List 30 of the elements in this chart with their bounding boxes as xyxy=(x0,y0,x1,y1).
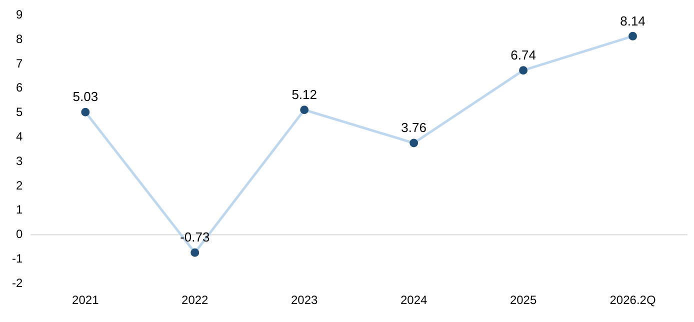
x-tick-label: 2024 xyxy=(400,293,428,308)
y-tick-label: 7 xyxy=(16,56,23,70)
point xyxy=(81,108,90,116)
point xyxy=(519,66,528,75)
y-tick-label: 5 xyxy=(16,105,23,120)
data-label: 8.14 xyxy=(620,13,646,28)
x-tick-label: 2022 xyxy=(182,293,209,308)
y-tick-label: 2 xyxy=(16,178,23,192)
y-tick-label: 3 xyxy=(16,154,23,168)
point xyxy=(190,248,200,257)
y-tick-label: -1 xyxy=(12,252,23,266)
y-tick-label: 9 xyxy=(16,8,23,22)
x-tick-label: 2021 xyxy=(72,293,100,308)
data-label: 5.03 xyxy=(72,89,98,104)
y-tick-label: 1 xyxy=(16,202,23,217)
data-label: 6.74 xyxy=(510,47,536,62)
y-tick-label: 8 xyxy=(16,32,23,46)
x-tick-label: 2025 xyxy=(510,293,537,308)
x-tick-label: 2023 xyxy=(291,293,318,308)
point xyxy=(410,138,418,148)
y-tick-label: 0 xyxy=(16,227,23,242)
y-tick-label: -2 xyxy=(12,276,23,290)
y-tick-label: 4 xyxy=(16,130,23,144)
data-label: 3.76 xyxy=(401,120,426,136)
data-label: 5.12 xyxy=(292,86,318,102)
y-tick-label: 6 xyxy=(16,80,23,95)
point xyxy=(628,32,638,40)
data-label: -0.73 xyxy=(180,230,210,245)
x-tick-label: 2026.2Q xyxy=(610,293,656,308)
point xyxy=(300,106,309,114)
